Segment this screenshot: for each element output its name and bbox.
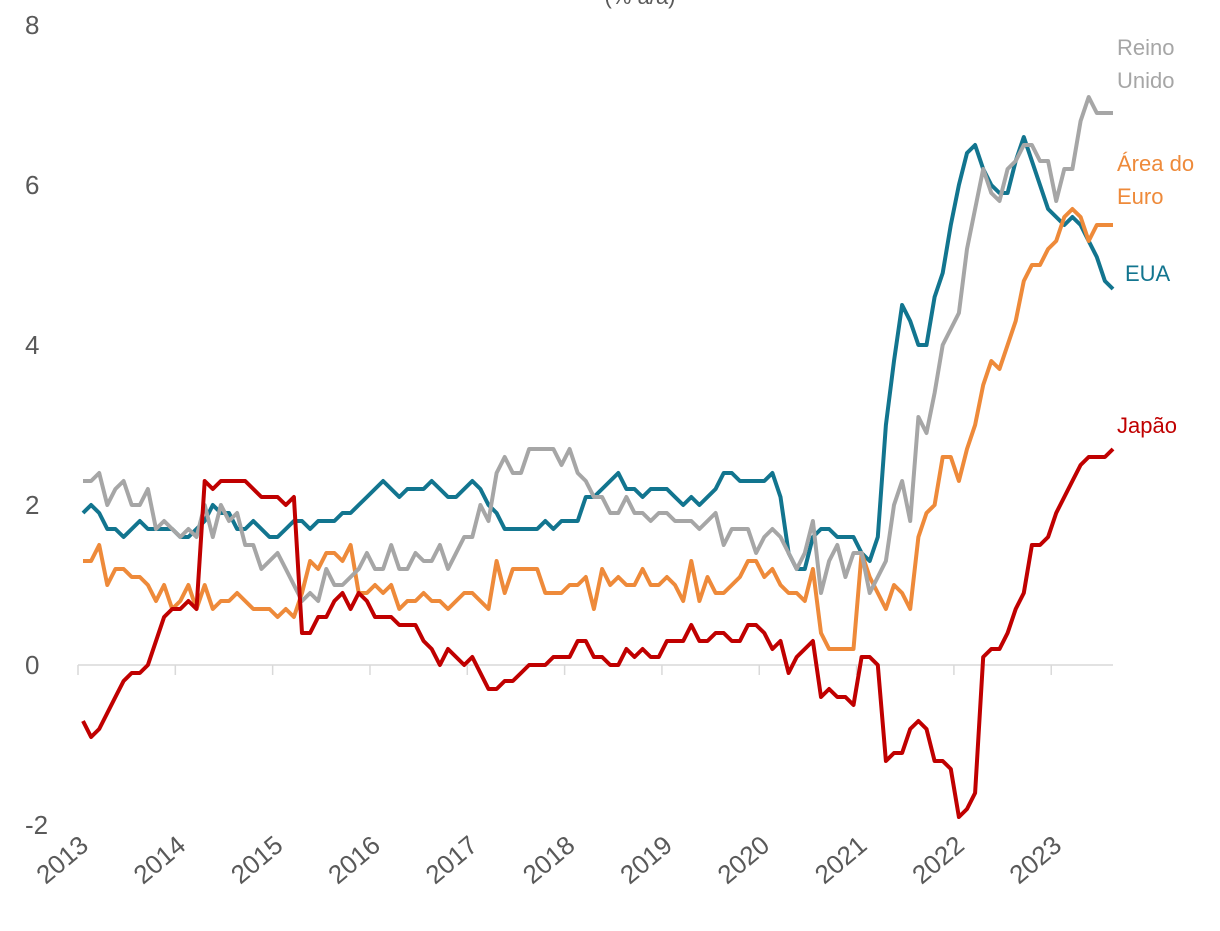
x-tick-label: 2015 xyxy=(225,830,289,890)
x-tick-label: 2018 xyxy=(517,830,581,890)
x-tick-label: 2017 xyxy=(420,830,484,890)
series-line xyxy=(83,207,1113,651)
y-tick-label: -2 xyxy=(25,810,48,840)
y-tick-label: 8 xyxy=(25,10,39,40)
x-tick-label: 2019 xyxy=(614,830,678,890)
x-tick-label: 2022 xyxy=(906,830,970,890)
series-label: Reino Unido xyxy=(1117,35,1175,93)
series-label: EUA xyxy=(1125,261,1171,286)
y-tick-label: 2 xyxy=(25,490,39,520)
y-tick-label: 0 xyxy=(25,650,39,680)
series-label: Área do Euro xyxy=(1117,151,1195,209)
series-line xyxy=(81,135,1115,571)
y-tick-label: 4 xyxy=(25,330,39,360)
x-tick-label: 2023 xyxy=(1003,830,1067,890)
x-tick-label: 2021 xyxy=(809,830,873,890)
y-tick-label: 6 xyxy=(25,170,39,200)
x-tick-label: 2014 xyxy=(128,830,192,890)
chart-subtitle: (% a/a) xyxy=(605,0,676,9)
series-line xyxy=(83,95,1113,603)
x-tick-label: 2016 xyxy=(322,830,386,890)
x-tick-label: 2020 xyxy=(712,830,776,890)
series-label: Japão xyxy=(1117,413,1177,438)
series-line xyxy=(81,447,1115,819)
